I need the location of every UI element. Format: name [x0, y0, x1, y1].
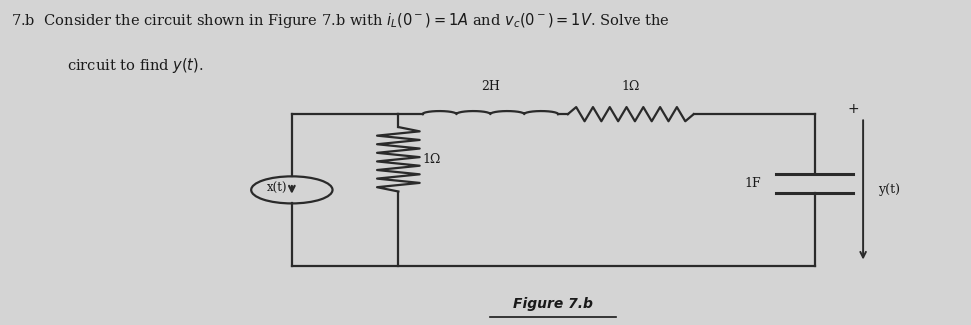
Text: 2H: 2H	[481, 80, 500, 93]
Text: +: +	[848, 102, 859, 116]
Text: 1F: 1F	[745, 177, 761, 190]
Text: y(t): y(t)	[878, 183, 899, 196]
Text: 1Ω: 1Ω	[621, 80, 640, 93]
Text: circuit to find $y(t)$.: circuit to find $y(t)$.	[67, 56, 204, 75]
Text: x(t): x(t)	[266, 182, 287, 195]
Text: 1Ω: 1Ω	[422, 153, 441, 166]
Text: 7.b  Consider the circuit shown in Figure 7.b with $i_L(0^-)=1A$ and $v_c(0^-)=1: 7.b Consider the circuit shown in Figure…	[11, 11, 670, 30]
Text: Figure 7.b: Figure 7.b	[514, 297, 593, 311]
